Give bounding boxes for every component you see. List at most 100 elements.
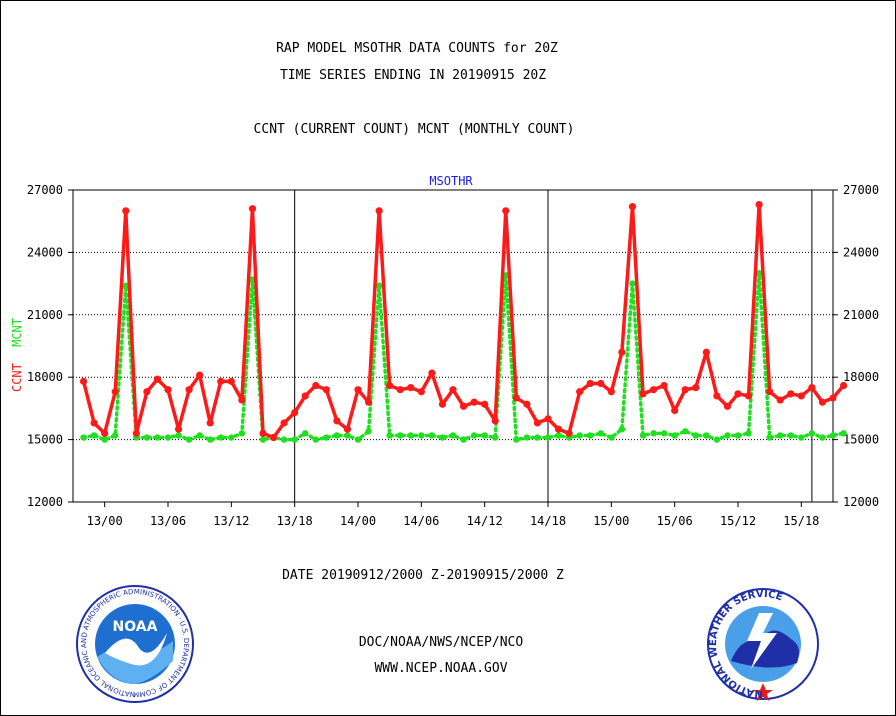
ccnt-point <box>185 386 193 394</box>
ccnt-point <box>375 207 383 215</box>
mcnt-point <box>375 282 383 289</box>
ccnt-point <box>628 203 637 211</box>
y-tick-label-right: 21000 <box>843 308 879 322</box>
ccnt-point <box>692 384 700 392</box>
mcnt-point <box>639 432 647 439</box>
y-tick-label-right: 27000 <box>843 183 879 197</box>
mcnt-point <box>734 432 742 439</box>
x-tick-label: 13/00 <box>87 514 123 528</box>
mcnt-point <box>291 436 298 443</box>
ccnt-point <box>364 398 373 406</box>
ccnt-point <box>354 386 362 394</box>
y-tick-label-left: 15000 <box>27 433 63 447</box>
ccnt-point <box>111 388 119 396</box>
mcnt-point <box>80 434 87 441</box>
ccnt-point <box>343 425 352 433</box>
ccnt-point <box>79 377 88 385</box>
mcnt-point <box>164 434 172 441</box>
mcnt-point <box>787 432 794 439</box>
x-tick-label: 13/06 <box>150 514 186 528</box>
x-tick-label: 13/12 <box>213 514 249 528</box>
website-link[interactable]: WWW.NCEP.NOAA.GOV <box>374 661 507 676</box>
mcnt-point <box>354 436 362 443</box>
ccnt-point <box>153 375 162 383</box>
mcnt-point <box>312 436 319 443</box>
x-tick-label: 14/12 <box>467 514 503 528</box>
ccnt-point <box>723 402 732 410</box>
mcnt-point <box>185 436 193 443</box>
y-tick-label-left: 18000 <box>27 370 63 384</box>
ccnt-point <box>322 386 330 394</box>
y-axis-label-ccnt: CCNT <box>10 363 24 392</box>
mcnt-point <box>745 430 752 437</box>
mcnt-point <box>777 432 784 439</box>
mcnt-point <box>608 434 615 441</box>
ccnt-point <box>713 392 721 400</box>
mcnt-point <box>829 432 837 439</box>
y-tick-label-left: 24000 <box>27 245 63 259</box>
mcnt-point <box>523 434 531 441</box>
ccnt-point <box>744 392 753 400</box>
ccnt-point <box>586 379 594 388</box>
mcnt-point <box>544 434 552 441</box>
mcnt-point <box>207 436 214 443</box>
ccnt-point <box>428 369 436 377</box>
ccnt-point <box>217 377 225 385</box>
mcnt-point <box>217 434 224 441</box>
x-tick-label: 14/06 <box>403 514 439 528</box>
ccnt-point <box>649 386 658 394</box>
mcnt-point <box>280 436 288 443</box>
x-tick-label: 14/00 <box>340 514 376 528</box>
mcnt-point <box>407 432 414 439</box>
y-tick-label-right: 12000 <box>843 495 879 509</box>
mcnt-point <box>238 430 246 437</box>
mcnt-point <box>618 426 626 433</box>
mcnt-point <box>154 434 161 441</box>
mcnt-point <box>439 434 446 441</box>
y-tick-label-left: 27000 <box>27 183 63 197</box>
mcnt-point <box>418 432 425 439</box>
ccnt-point <box>259 429 267 437</box>
ccnt-point <box>238 396 246 404</box>
mcnt-point <box>481 432 488 439</box>
chart-title-line2: TIME SERIES ENDING IN 20190915 20Z <box>280 68 546 83</box>
mcnt-point <box>428 432 436 439</box>
mcnt-point <box>365 428 372 435</box>
mcnt-point <box>112 432 119 439</box>
mcnt-point <box>534 434 541 441</box>
mcnt-point <box>808 430 816 437</box>
ccnt-point <box>438 400 447 408</box>
noaa-logo: NOAA NATIONAL OCEANIC AND ATMOSPHERIC AD… <box>1 1 194 703</box>
y-axis-label-mcnt: MCNT <box>10 318 24 347</box>
ccnt-point <box>818 398 827 406</box>
ccnt-series-line <box>81 202 845 440</box>
mcnt-point <box>492 434 499 441</box>
mcnt-point <box>344 432 351 439</box>
mcnt-point <box>671 432 678 439</box>
ccnt-point <box>523 400 531 408</box>
ccnt-point <box>808 384 816 392</box>
mcnt-point <box>713 436 721 443</box>
mcnt-point <box>175 432 182 439</box>
ccnt-point <box>797 392 805 400</box>
ccnt-point <box>449 386 457 394</box>
plot-series-label: MSOTHR <box>429 174 473 188</box>
y-tick-label-left: 12000 <box>27 495 63 509</box>
ccnt-point <box>291 408 299 417</box>
y-tick-label-right: 24000 <box>843 245 879 259</box>
ccnt-point <box>280 419 288 427</box>
ccnt-point <box>776 396 784 404</box>
mcnt-point <box>397 432 404 439</box>
x-tick-label: 15/06 <box>657 514 693 528</box>
ccnt-point <box>90 419 98 427</box>
noaa-logo-text: NOAA <box>113 619 158 635</box>
svg-text:CCNT MCNT: CCNT MCNT <box>10 318 24 392</box>
ccnt-point <box>502 207 510 215</box>
ccnt-point <box>639 390 647 398</box>
org-path-text: DOC/NOAA/NWS/NCEP/NCO <box>359 635 524 650</box>
ccnt-point <box>174 425 183 433</box>
mcnt-point <box>692 432 699 439</box>
x-tick-label: 14/18 <box>530 514 566 528</box>
ccnt-point <box>597 379 605 388</box>
